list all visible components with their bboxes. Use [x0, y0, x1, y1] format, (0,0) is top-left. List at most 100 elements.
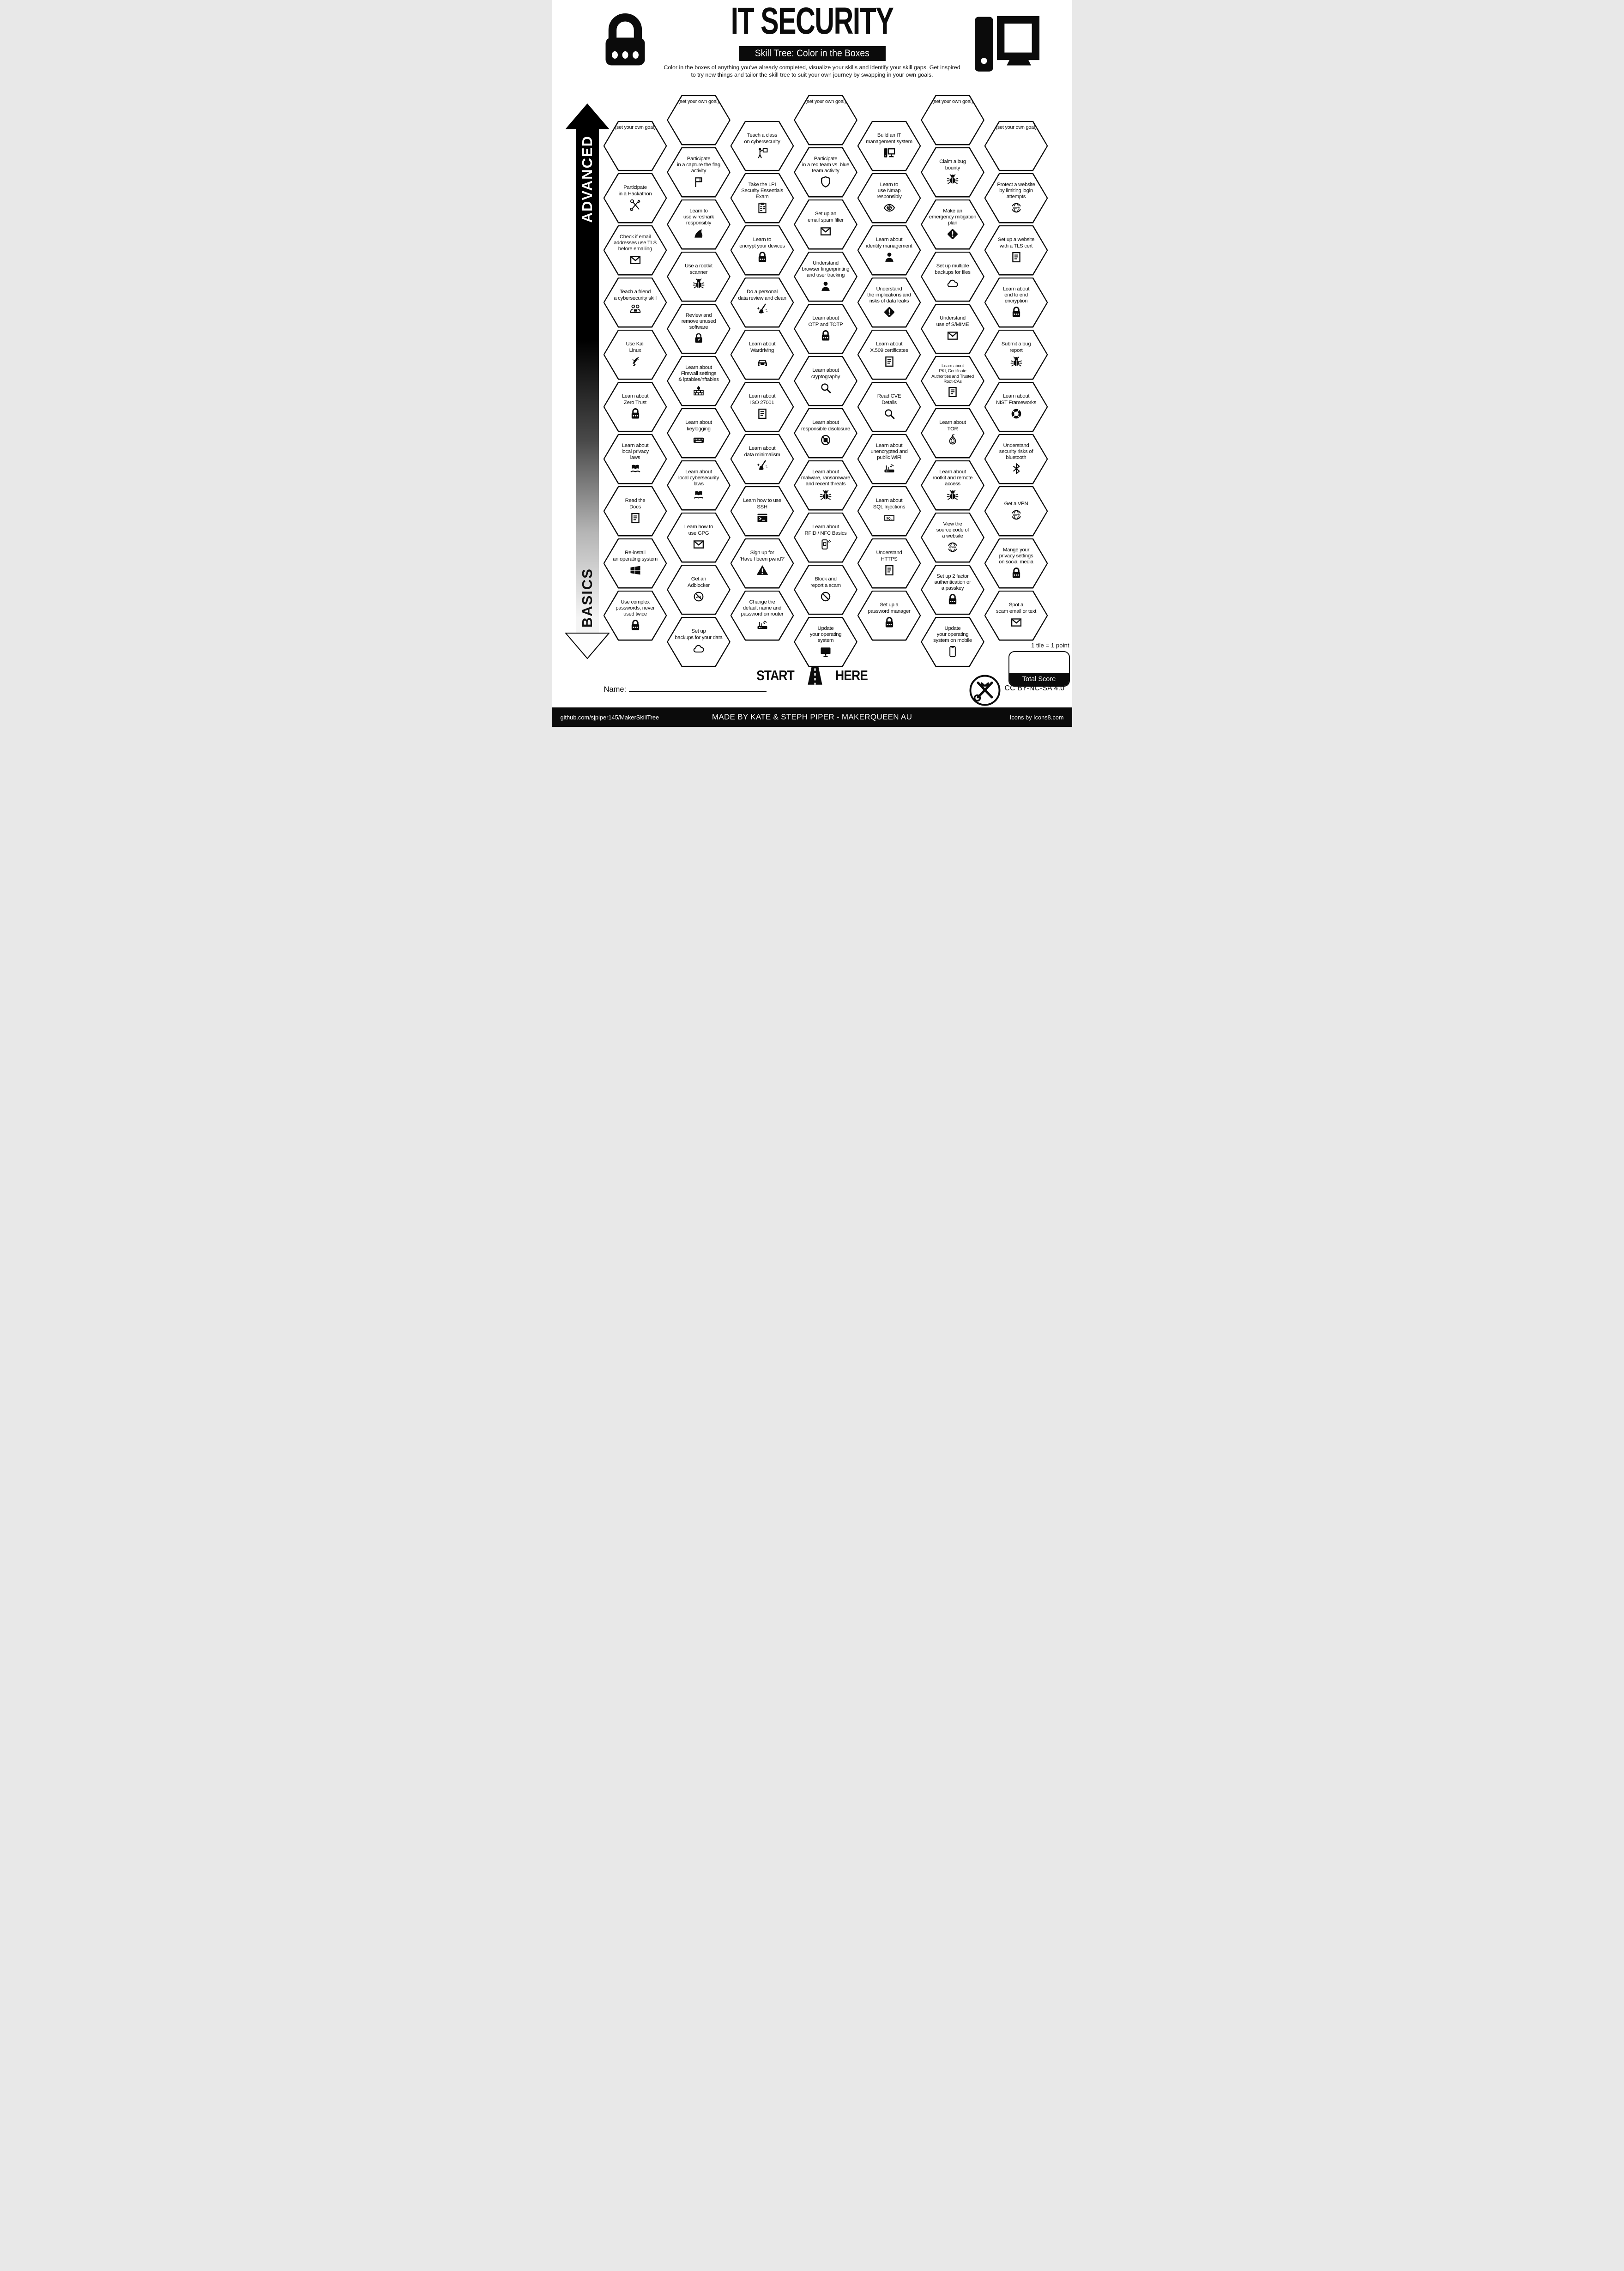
padlock-icon: [946, 593, 959, 606]
hex-label: Understand browser fingerprinting and us…: [802, 260, 850, 278]
hex-tile[interactable]: Learn about end to end encryption: [984, 277, 1048, 328]
hex-tile[interactable]: Learn to encrypt your devices: [730, 225, 794, 276]
hex-fill: [731, 278, 793, 326]
hex-tile[interactable]: Learn about identity management: [857, 225, 921, 276]
hex-tile[interactable]: Set up a website with a TLS cert: [984, 225, 1048, 276]
hex-tile[interactable]: Learn about data minimalism: [730, 434, 794, 484]
hex-tile[interactable]: Use a rootkit scanner: [667, 251, 730, 302]
hex-tile[interactable]: Learn about Zero Trust: [603, 381, 667, 432]
hex-tile[interactable]: Learn about local privacy laws: [603, 434, 667, 484]
hex-tile[interactable]: Learn about OTP and TOTP: [794, 303, 857, 354]
hex-tile[interactable]: Teach a friend a cybersecurity skill: [603, 277, 667, 328]
hex-tile[interactable]: Learn about SQL Injections SQL: [857, 486, 921, 537]
hex-tile[interactable]: Set up an email spam filter: [794, 199, 857, 250]
hex-tile[interactable]: Understand security risks of bluetooth: [984, 434, 1048, 484]
hex-tile[interactable]: Get a VPN www: [984, 486, 1048, 537]
hex-tile[interactable]: Understand browser fingerprinting and us…: [794, 251, 857, 302]
name-input-line[interactable]: [629, 684, 767, 692]
hex-fill: [922, 305, 984, 353]
hex-tile[interactable]: (set your own goal): [603, 121, 667, 171]
hex-content: Teach a class on cybersecurity: [736, 123, 789, 169]
hex-tile[interactable]: Learn about X.509 certificates: [857, 329, 921, 380]
hex-tile[interactable]: Read the Docs: [603, 486, 667, 537]
hex-fill: [604, 435, 666, 483]
hex-tile[interactable]: Mange your privacy settings on social me…: [984, 538, 1048, 589]
hex-tile[interactable]: Take the LPI Security Essentials Exam: [730, 173, 794, 223]
hex-tile[interactable]: (set your own goal): [984, 121, 1048, 171]
hex-tile[interactable]: Spot a scam email or text: [984, 590, 1048, 641]
hex-tile[interactable]: Learn to use wireshark responsibly: [667, 199, 730, 250]
hex-tile[interactable]: Learn about cryptography: [794, 356, 857, 406]
hex-tile[interactable]: Learn how to use GPG: [667, 512, 730, 563]
hex-tile[interactable]: Review and remove unused software: [667, 303, 730, 354]
hex-label: Understand the implications and risks of…: [867, 286, 911, 304]
hex-tile[interactable]: Set up multiple backups for files: [921, 251, 984, 302]
hex-tile[interactable]: Submit a bug report: [984, 329, 1048, 380]
shield-icon: [819, 175, 832, 188]
hex-tile[interactable]: Learn about malware, ransomware and rece…: [794, 460, 857, 511]
hex-tile[interactable]: (set your own goal): [794, 95, 857, 145]
hex-tile[interactable]: Understand use of S/MIME: [921, 303, 984, 354]
hex-fill: [731, 487, 793, 535]
hex-content: Participate in a capture the flag activi…: [672, 149, 725, 196]
hex-tile[interactable]: Learn about responsible disclosure: [794, 408, 857, 459]
hex-label: Learn about X.509 certificates: [870, 341, 908, 353]
hex-tile[interactable]: Re-install an operating system: [603, 538, 667, 589]
hex-tile[interactable]: Understand HTTPS: [857, 538, 921, 589]
total-score-box[interactable]: Total Score: [1008, 651, 1070, 687]
sql-icon: SQL: [883, 512, 896, 525]
hex-tile[interactable]: Participate in a red team vs. blue team …: [794, 147, 857, 198]
hex-tile[interactable]: Set up a password manager: [857, 590, 921, 641]
hex-tile[interactable]: Sign up for 'Have I been pwnd?': [730, 538, 794, 589]
hex-tile[interactable]: Read CVE Details: [857, 381, 921, 432]
hex-tile[interactable]: Participate in a Hackathon: [603, 173, 667, 223]
hex-fill: [795, 513, 857, 562]
hex-tile[interactable]: Learn about TOR: [921, 408, 984, 459]
hazard-diamond-icon: [883, 306, 896, 319]
hex-content: Take the LPI Security Essentials Exam: [736, 175, 789, 222]
hex-content: Use Kali Linux: [609, 332, 662, 378]
hex-tile[interactable]: Learn about ISO 27001: [730, 381, 794, 432]
hex-tile[interactable]: Do a personal data review and clean: [730, 277, 794, 328]
hex-tile[interactable]: Protect a website by limiting login atte…: [984, 173, 1048, 223]
hex-fill: [985, 592, 1047, 640]
hex-tile[interactable]: Learn about PKI, Certificate Authorities…: [921, 356, 984, 406]
hex-tile[interactable]: Learn about NIST Frameworks: [984, 381, 1048, 432]
hex-tile[interactable]: Use Kali Linux: [603, 329, 667, 380]
hex-tile[interactable]: Learn about Firewall settings & iptables…: [667, 356, 730, 406]
hex-tile[interactable]: Participate in a capture the flag activi…: [667, 147, 730, 198]
padlock-icon: [1010, 306, 1023, 319]
hex-fill: [668, 513, 730, 562]
hex-content: (set your own goal): [990, 123, 1043, 169]
hex-tile[interactable]: Update your operating system on mobile: [921, 616, 984, 667]
hex-tile[interactable]: Learn about local cybersecurity laws: [667, 460, 730, 511]
hex-tile[interactable]: (set your own goal): [921, 95, 984, 145]
hex-tile[interactable]: View the source code of a website www: [921, 512, 984, 563]
person-icon: [883, 251, 896, 264]
hex-tile[interactable]: Learn about keylogging: [667, 408, 730, 459]
hex-tile[interactable]: Update your operating system: [794, 616, 857, 667]
hex-content: Set up backups for your data: [672, 619, 725, 665]
hex-tile[interactable]: Learn about rootkit and remote access: [921, 460, 984, 511]
hex-tile[interactable]: Change the default name and password on …: [730, 590, 794, 641]
hex-tile[interactable]: Set up backups for your data: [667, 616, 730, 667]
hex-tile[interactable]: Block and report a scam: [794, 564, 857, 615]
hex-tile[interactable]: Understand the implications and risks of…: [857, 277, 921, 328]
hex-tile[interactable]: Learn to use Nmap responsibly: [857, 173, 921, 223]
hex-fill: [922, 148, 984, 196]
hex-tile[interactable]: Learn about RFID / NFC Basics: [794, 512, 857, 563]
hex-tile[interactable]: (set your own goal): [667, 95, 730, 145]
hex-tile[interactable]: Teach a class on cybersecurity: [730, 121, 794, 171]
hex-tile[interactable]: Learn how to use SSH: [730, 486, 794, 537]
hex-tile[interactable]: Get an Adblocker AD: [667, 564, 730, 615]
hex-tile[interactable]: Build an IT management system: [857, 121, 921, 171]
hex-tile[interactable]: Make an emergency mitigation plan: [921, 199, 984, 250]
hex-tile[interactable]: Set up 2 factor authentication or a pass…: [921, 564, 984, 615]
hex-tile[interactable]: Learn about Wardriving: [730, 329, 794, 380]
hex-tile[interactable]: Use complex passwords, never used twice: [603, 590, 667, 641]
hex-tile[interactable]: Check if email addresses use TLS before …: [603, 225, 667, 276]
padlock-icon: [883, 616, 896, 629]
license-text: CC BY-NC-SA 4.0: [1004, 684, 1065, 692]
hex-tile[interactable]: Learn about unencrypted and public WiFi: [857, 434, 921, 484]
hex-tile[interactable]: Claim a bug bounty: [921, 147, 984, 198]
